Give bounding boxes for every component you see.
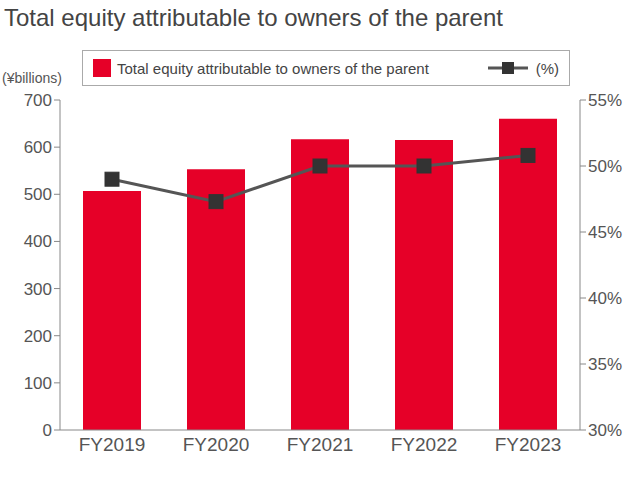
svg-text:FY2022: FY2022 [391,434,458,455]
svg-text:200: 200 [24,327,52,346]
svg-text:35%: 35% [588,355,622,374]
svg-text:45%: 45% [588,223,622,242]
svg-text:55%: 55% [588,91,622,110]
svg-text:100: 100 [24,374,52,393]
svg-text:300: 300 [24,280,52,299]
svg-text:40%: 40% [588,289,622,308]
svg-text:600: 600 [24,138,52,157]
html-text:Total equity attributable to o: Total equity attributable to owners of t… [117,59,429,77]
svg-text:FY2020: FY2020 [183,434,250,455]
svg-text:FY2021: FY2021 [287,434,354,455]
html-text:(¥billions): (¥billions) [2,70,62,86]
svg-text:700: 700 [24,91,52,110]
svg-text:30%: 30% [588,421,622,440]
svg-text:0: 0 [43,421,52,440]
html-text:Total equity attributable to o: Total equity attributable to owners of t… [4,4,503,31]
svg-text:400: 400 [24,232,52,251]
svg-text:500: 500 [24,185,52,204]
svg-text:FY2019: FY2019 [79,434,146,455]
svg-text:FY2023: FY2023 [495,434,562,455]
svg-text:50%: 50% [588,157,622,176]
